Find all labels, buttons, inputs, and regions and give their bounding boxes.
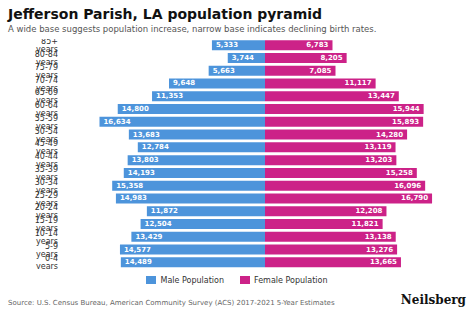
svg-text:13,683: 13,683	[133, 131, 160, 139]
svg-text:11,353: 11,353	[156, 92, 183, 100]
svg-text:15,358: 15,358	[116, 182, 143, 190]
svg-text:11,872: 11,872	[151, 207, 178, 215]
svg-text:13,803: 13,803	[132, 156, 159, 164]
svg-text:6,783: 6,783	[306, 41, 328, 49]
svg-text:13,119: 13,119	[365, 143, 392, 151]
svg-text:15,258: 15,258	[386, 169, 413, 177]
svg-text:7,085: 7,085	[309, 67, 331, 75]
svg-text:11,117: 11,117	[345, 79, 372, 87]
svg-text:12,784: 12,784	[142, 143, 169, 151]
svg-text:13,447: 13,447	[368, 92, 395, 100]
svg-text:14,983: 14,983	[120, 194, 147, 202]
svg-text:13,429: 13,429	[135, 233, 162, 241]
svg-text:13,138: 13,138	[365, 233, 392, 241]
svg-text:85+years: 85+years	[36, 39, 58, 54]
svg-text:5,333: 5,333	[216, 41, 238, 49]
svg-text:14,489: 14,489	[125, 258, 152, 266]
svg-text:9,648: 9,648	[173, 79, 195, 87]
svg-text:8,205: 8,205	[320, 54, 342, 62]
svg-text:5,663: 5,663	[213, 67, 235, 75]
svg-text:16,096: 16,096	[394, 182, 421, 190]
svg-text:15,893: 15,893	[392, 118, 419, 126]
svg-text:13,665: 13,665	[370, 258, 397, 266]
svg-text:14,193: 14,193	[128, 169, 155, 177]
svg-text:16,634: 16,634	[103, 118, 130, 126]
svg-text:14,577: 14,577	[124, 246, 151, 254]
svg-text:13,203: 13,203	[365, 156, 392, 164]
svg-text:3,744: 3,744	[232, 54, 254, 62]
svg-text:14,800: 14,800	[122, 105, 149, 113]
svg-text:13,276: 13,276	[366, 246, 393, 254]
svg-text:15,944: 15,944	[393, 105, 420, 113]
svg-text:12,208: 12,208	[355, 207, 382, 215]
svg-text:12,504: 12,504	[145, 220, 172, 228]
svg-text:16,790: 16,790	[401, 194, 428, 202]
svg-text:14,280: 14,280	[376, 131, 403, 139]
svg-text:11,821: 11,821	[352, 220, 379, 228]
